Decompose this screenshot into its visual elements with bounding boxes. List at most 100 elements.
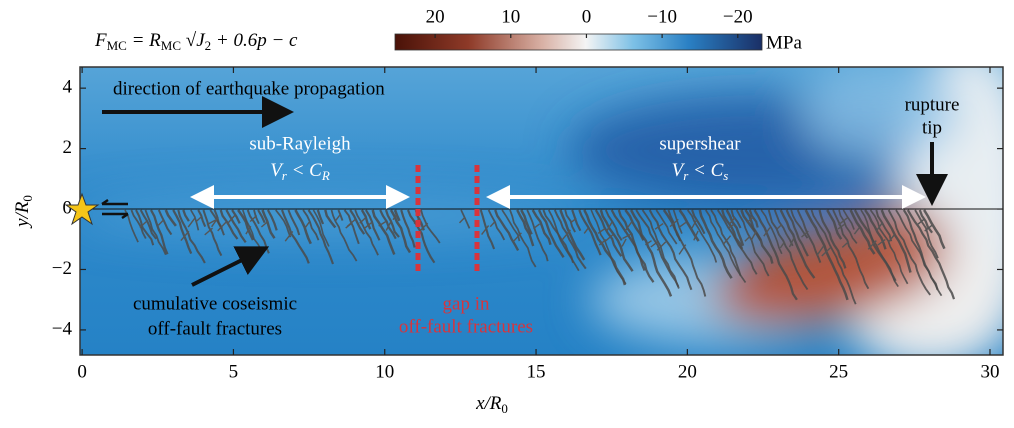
fracture bbox=[704, 209, 747, 283]
fracture bbox=[710, 209, 742, 277]
fracture bbox=[604, 233, 614, 242]
fracture bbox=[420, 209, 441, 244]
fracture bbox=[655, 209, 678, 245]
supershear-speed: Vr < Cs bbox=[672, 160, 729, 183]
fracture bbox=[860, 209, 899, 288]
fracture bbox=[583, 227, 589, 234]
fracture bbox=[832, 209, 870, 290]
fracture bbox=[360, 209, 372, 230]
fracture bbox=[924, 224, 933, 232]
fracture bbox=[748, 209, 759, 228]
x-tick-label: 30 bbox=[980, 361, 999, 382]
fracture bbox=[225, 209, 247, 244]
fracture bbox=[246, 209, 270, 254]
fracture bbox=[583, 209, 627, 286]
fracture bbox=[509, 209, 537, 268]
fracture bbox=[914, 209, 939, 259]
fracture bbox=[406, 209, 436, 264]
fracture bbox=[722, 235, 732, 246]
fracture bbox=[590, 209, 627, 285]
gap-label: gap in bbox=[443, 293, 490, 314]
fracture bbox=[605, 221, 613, 232]
y-axis-label: y/R0 bbox=[12, 195, 35, 229]
fracture bbox=[669, 218, 679, 228]
fracture bbox=[334, 213, 342, 222]
fracture bbox=[622, 233, 632, 240]
x-tick-label: 10 bbox=[375, 361, 394, 382]
fracture bbox=[837, 222, 847, 230]
fracture bbox=[479, 209, 496, 250]
x-tick-label: 0 bbox=[77, 361, 87, 382]
fracture bbox=[691, 219, 698, 229]
sub-rayleigh-speed: Vr < CR bbox=[270, 160, 330, 183]
fracture bbox=[157, 219, 165, 226]
fracture bbox=[645, 240, 652, 246]
fracture bbox=[678, 221, 687, 229]
fracture bbox=[204, 227, 213, 236]
fracture bbox=[826, 209, 843, 240]
fracture bbox=[869, 209, 909, 285]
fracture bbox=[392, 213, 398, 221]
gap-label: off-fault fractures bbox=[399, 316, 533, 337]
fracture bbox=[516, 209, 535, 247]
colorbar-tick-label: −20 bbox=[723, 6, 753, 27]
fracture bbox=[818, 209, 847, 269]
fracture bbox=[489, 221, 496, 228]
fracture bbox=[779, 241, 786, 249]
fracture bbox=[853, 209, 897, 282]
fracture bbox=[487, 209, 506, 241]
fracture bbox=[180, 230, 190, 242]
fracture bbox=[744, 235, 751, 242]
fracture bbox=[875, 209, 893, 242]
fracture bbox=[537, 209, 565, 258]
fracture bbox=[785, 209, 809, 257]
fracture bbox=[698, 209, 733, 279]
hypocenter-star bbox=[64, 192, 100, 226]
fracture bbox=[821, 247, 831, 257]
fracture bbox=[667, 209, 707, 297]
fracture bbox=[219, 209, 239, 240]
fracture bbox=[337, 209, 344, 221]
fracture bbox=[776, 223, 783, 230]
fracture bbox=[641, 209, 680, 289]
fracture bbox=[512, 232, 522, 243]
y-tick-label: −4 bbox=[52, 318, 73, 339]
rupture-tip-label: rupture bbox=[905, 94, 960, 115]
fracture bbox=[735, 209, 770, 277]
fracture bbox=[547, 209, 580, 272]
fracture bbox=[788, 236, 795, 248]
fracture bbox=[598, 239, 607, 246]
colorbar-label: MPa bbox=[766, 32, 802, 53]
fracture bbox=[887, 234, 895, 243]
fracture bbox=[349, 209, 366, 235]
fracture bbox=[363, 221, 373, 230]
fracture bbox=[139, 220, 147, 229]
fracture bbox=[816, 245, 825, 257]
y-tick-label: −2 bbox=[52, 258, 72, 279]
fracture bbox=[206, 219, 216, 226]
x-axis-label: x/R0 bbox=[475, 393, 508, 416]
colorbar-tick-label: −10 bbox=[647, 6, 677, 27]
fracture bbox=[324, 209, 337, 229]
fracture bbox=[190, 209, 200, 231]
fracture bbox=[760, 209, 783, 255]
fracture bbox=[875, 222, 884, 232]
fracture bbox=[730, 209, 742, 229]
fracture bbox=[773, 209, 794, 247]
fracture bbox=[257, 209, 266, 224]
fracture bbox=[650, 240, 659, 248]
fractures bbox=[124, 209, 956, 305]
fracture bbox=[130, 209, 147, 239]
fracture bbox=[526, 209, 549, 262]
fracture bbox=[571, 209, 582, 232]
fracture bbox=[725, 209, 745, 247]
fracture bbox=[559, 209, 586, 261]
fracture bbox=[923, 209, 946, 250]
propagation-label: direction of earthquake propagation bbox=[113, 78, 385, 99]
fracture bbox=[346, 219, 356, 227]
fracture bbox=[599, 209, 634, 272]
fracture bbox=[164, 209, 177, 227]
slip-arrows bbox=[101, 198, 129, 220]
fracture bbox=[266, 209, 278, 231]
